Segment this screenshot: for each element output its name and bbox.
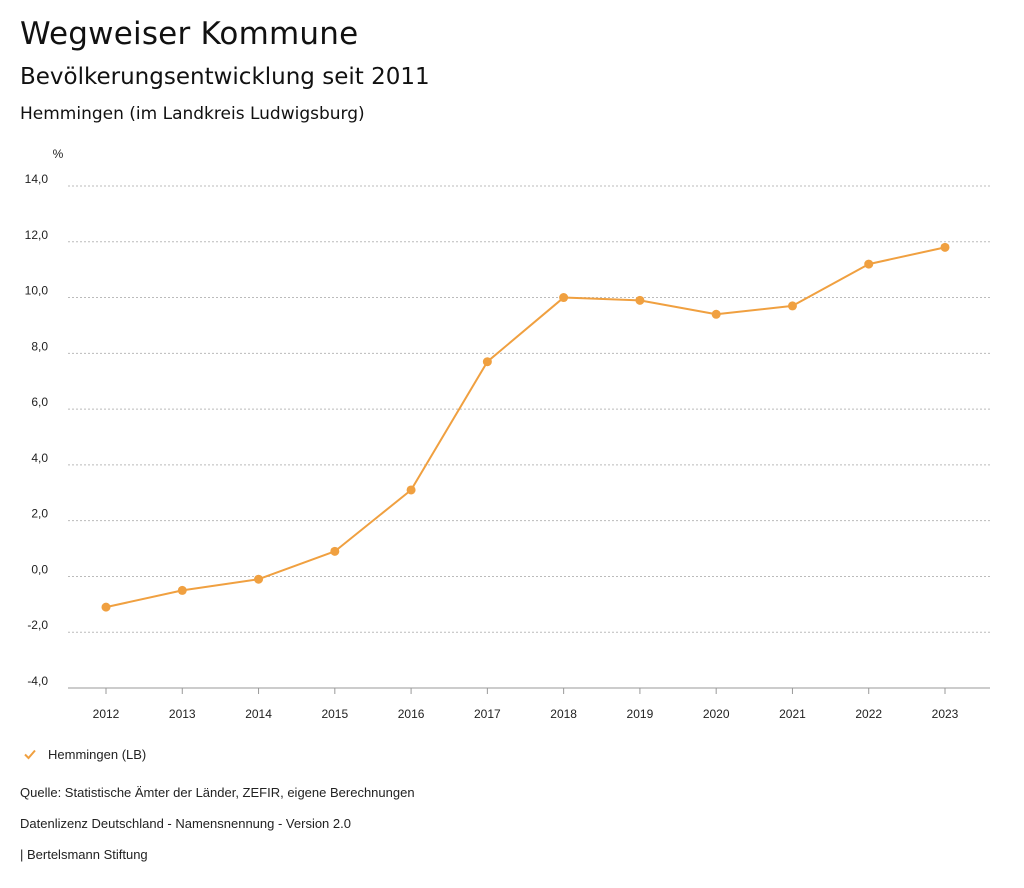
data-point [864, 259, 874, 269]
x-tick-label: 2013 [169, 707, 196, 721]
chart-location: Hemmingen (im Landkreis Ludwigsburg) [20, 104, 365, 124]
x-tick-label: 2022 [855, 707, 882, 721]
x-tick-label: 2021 [779, 707, 806, 721]
data-point [635, 295, 645, 305]
source-note: Quelle: Statistische Ämter der Länder, Z… [20, 785, 415, 800]
series-line [105, 246, 946, 609]
y-tick-label: 8,0 [31, 339, 48, 353]
license-note: Datenlizenz Deutschland - Namensnennung … [20, 816, 351, 831]
data-point [101, 602, 111, 612]
y-tick-label: 6,0 [31, 395, 48, 409]
y-axis-unit-label: % [53, 147, 64, 161]
publisher-note: | Bertelsmann Stiftung [20, 847, 148, 862]
y-tick-label: 12,0 [25, 228, 49, 242]
legend-item-hemmingen[interactable]: Hemmingen (LB) [22, 744, 146, 764]
data-point [330, 546, 340, 556]
legend-label: Hemmingen (LB) [48, 746, 147, 762]
data-point [254, 574, 264, 584]
data-point [711, 309, 721, 319]
x-tick-label: 2018 [550, 707, 577, 721]
x-tick-label: 2012 [93, 707, 120, 721]
data-point [940, 242, 950, 252]
chart-subtitle: Bevölkerungsentwicklung seit 2011 [20, 64, 430, 90]
x-tick-label: 2023 [932, 707, 959, 721]
data-point [787, 301, 797, 311]
data-point [559, 293, 569, 303]
data-point [177, 585, 187, 595]
y-tick-label: 4,0 [31, 451, 48, 465]
y-tick-label: -4,0 [27, 674, 48, 688]
x-tick-label: 2020 [703, 707, 730, 721]
x-tick-label: 2014 [245, 707, 272, 721]
chart-title: Wegweiser Kommune [20, 16, 359, 52]
data-point [406, 485, 416, 495]
x-tick-label: 2015 [321, 707, 348, 721]
y-tick-label: 10,0 [25, 284, 49, 298]
y-tick-label: 14,0 [25, 172, 49, 186]
y-tick-label: -2,0 [27, 618, 48, 632]
data-point [482, 357, 492, 367]
line-chart: % 14,0 12,0 10,0 8,0 6,0 4,0 2,0 0,0 -2,0 -4,0 2012… [25, 147, 990, 721]
x-tick-label: 2019 [627, 707, 654, 721]
x-tick-label: 2017 [474, 707, 501, 721]
y-tick-label: 2,0 [31, 507, 48, 521]
checkmark-icon [22, 746, 38, 762]
x-tick-label: 2016 [398, 707, 425, 721]
y-tick-label: 0,0 [31, 562, 48, 576]
